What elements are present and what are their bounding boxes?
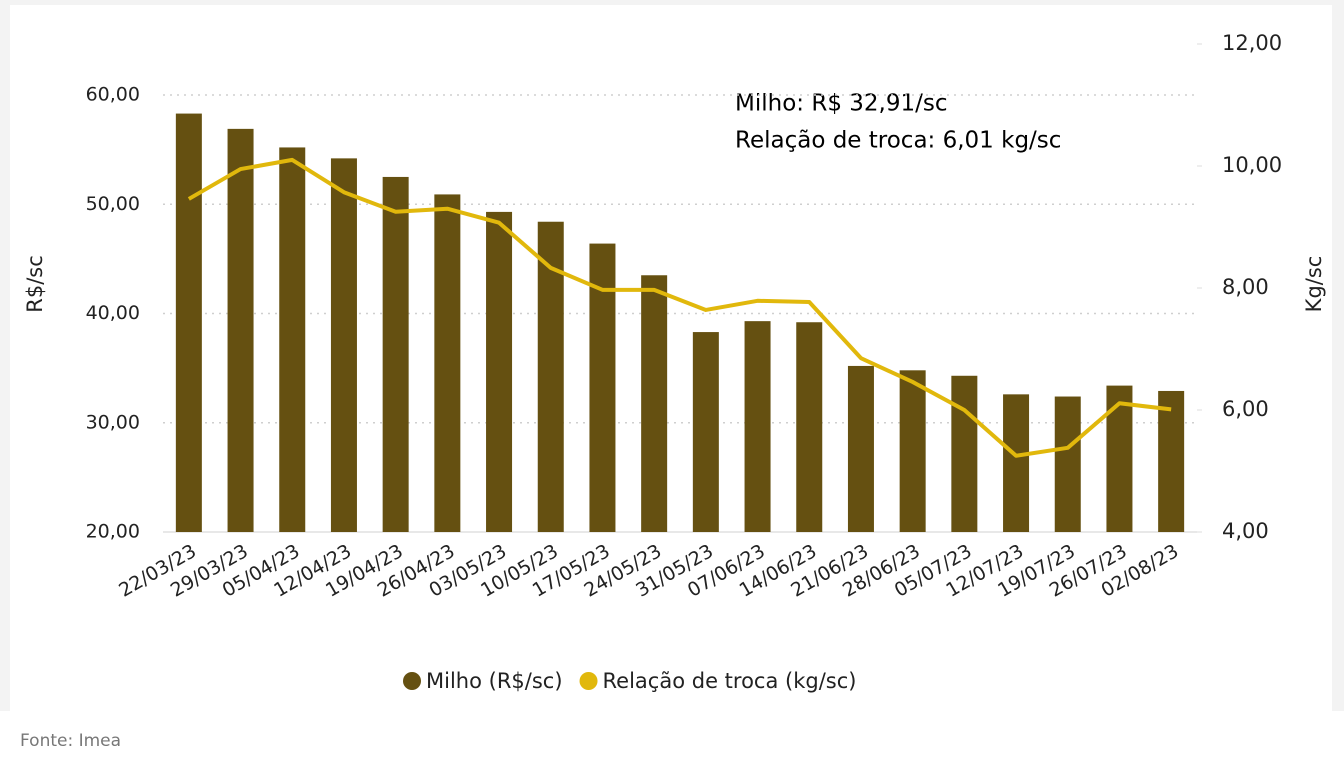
bar bbox=[434, 194, 461, 533]
y-axis-title: R$/sc bbox=[23, 255, 47, 313]
y2-tick-label: 8,00 bbox=[1222, 275, 1269, 299]
y2-axis-title: Kg/sc bbox=[1302, 256, 1326, 313]
bar bbox=[641, 275, 668, 532]
bar bbox=[796, 322, 823, 532]
y-tick-label: 40,00 bbox=[86, 302, 140, 324]
bar bbox=[1003, 394, 1030, 532]
legend-label: Relação de troca (kg/sc) bbox=[603, 669, 857, 693]
legend-marker bbox=[579, 672, 598, 690]
bar bbox=[1054, 396, 1081, 532]
bar bbox=[951, 375, 978, 532]
bar bbox=[382, 176, 409, 532]
bar bbox=[899, 370, 926, 532]
bar bbox=[279, 147, 306, 532]
annotation: Relação de troca: 6,01 kg/sc bbox=[735, 128, 1061, 154]
legend-label: Milho (R$/sc) bbox=[426, 669, 563, 693]
y2-tick-label: 12,00 bbox=[1222, 31, 1282, 55]
bar bbox=[486, 211, 513, 532]
chart-background bbox=[10, 5, 1332, 711]
bar bbox=[1158, 390, 1185, 532]
y2-tick-label: 10,00 bbox=[1222, 153, 1282, 177]
line bbox=[187, 157, 1172, 458]
bar bbox=[227, 128, 254, 532]
footer-background bbox=[0, 711, 1344, 758]
y2-tick-label: 4,00 bbox=[1222, 519, 1269, 543]
y-tick-label: 30,00 bbox=[86, 411, 140, 433]
bar bbox=[175, 113, 202, 532]
legend-marker bbox=[403, 672, 421, 690]
y-tick-label: 60,00 bbox=[86, 84, 140, 106]
bar bbox=[1106, 385, 1133, 532]
bar bbox=[330, 158, 357, 533]
bar bbox=[692, 332, 719, 532]
y-tick-label: 50,00 bbox=[86, 193, 140, 215]
bar bbox=[847, 365, 874, 532]
bar bbox=[744, 321, 771, 532]
y-tick-label: 20,00 bbox=[86, 521, 140, 543]
y2-tick-label: 6,00 bbox=[1222, 397, 1269, 421]
source: Fonte: Imea bbox=[20, 731, 121, 751]
